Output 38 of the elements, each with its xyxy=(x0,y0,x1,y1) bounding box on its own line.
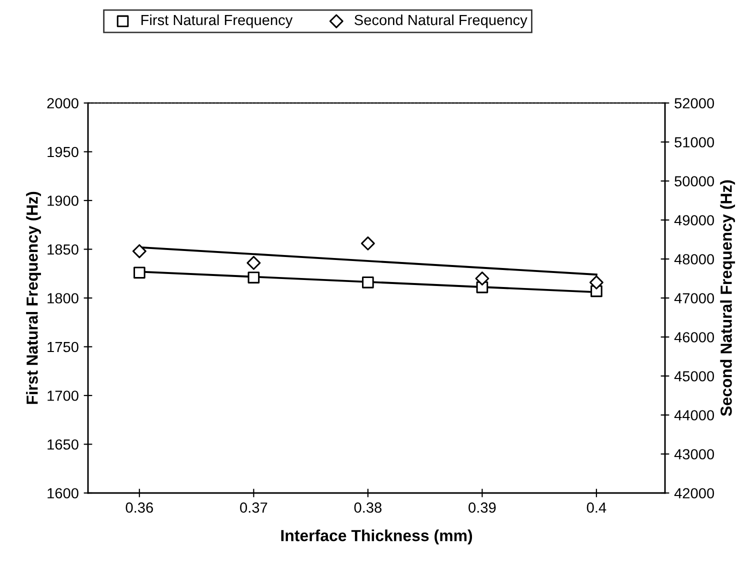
point xyxy=(362,276,374,288)
y2-tick-label: 45000 xyxy=(674,371,714,382)
point xyxy=(360,236,375,250)
x-tick-label: 0.37 xyxy=(240,502,268,513)
y2-tick-label: 49000 xyxy=(674,215,714,226)
y-tick-label: 1900 xyxy=(48,196,78,206)
x-tick-label: 0.4 xyxy=(586,502,606,513)
y-tick-label: 1750 xyxy=(48,342,78,352)
legend-label: Second Natural Frequency xyxy=(354,14,528,28)
point xyxy=(248,272,260,284)
y-tick-label: 2000 xyxy=(47,98,78,108)
point xyxy=(246,256,261,270)
y-tick-label: 1600 xyxy=(48,488,78,498)
point xyxy=(475,272,490,286)
y-tick-label: 1800 xyxy=(48,293,78,304)
y-tick-label: 1950 xyxy=(48,146,78,158)
y-tick-label: 1650 xyxy=(48,439,78,450)
y2-tick-label: 50000 xyxy=(674,176,714,186)
y2-tick-label: 42000 xyxy=(674,488,714,498)
x-tick-label: 0.38 xyxy=(354,502,382,513)
y2-tick-label: 46000 xyxy=(674,332,714,342)
y-tick-label: 1700 xyxy=(48,390,78,401)
y2-tick-label: 43000 xyxy=(674,449,714,460)
point xyxy=(132,244,146,258)
y2-tick-label: 44000 xyxy=(674,410,714,420)
point xyxy=(134,266,146,279)
y-tick-label: 1850 xyxy=(48,244,78,255)
x-tick-label: 0.36 xyxy=(126,502,153,513)
y2-axis-title: Second Natural Frequency (Hz) xyxy=(720,180,736,416)
y2-tick-label: 47000 xyxy=(674,293,714,304)
y2-tick-label: 52000 xyxy=(674,98,714,108)
y2-tick-label: 51000 xyxy=(674,137,714,148)
point xyxy=(589,275,604,290)
legend-label: First Natural Frequency xyxy=(141,14,293,28)
x-axis-title: Interface Thickness (mm) xyxy=(281,530,472,544)
y2-tick-label: 48000 xyxy=(674,254,714,264)
x-tick-label: 0.39 xyxy=(468,502,496,513)
y-axis-title: First Natural Frequency (Hz) xyxy=(26,192,41,404)
